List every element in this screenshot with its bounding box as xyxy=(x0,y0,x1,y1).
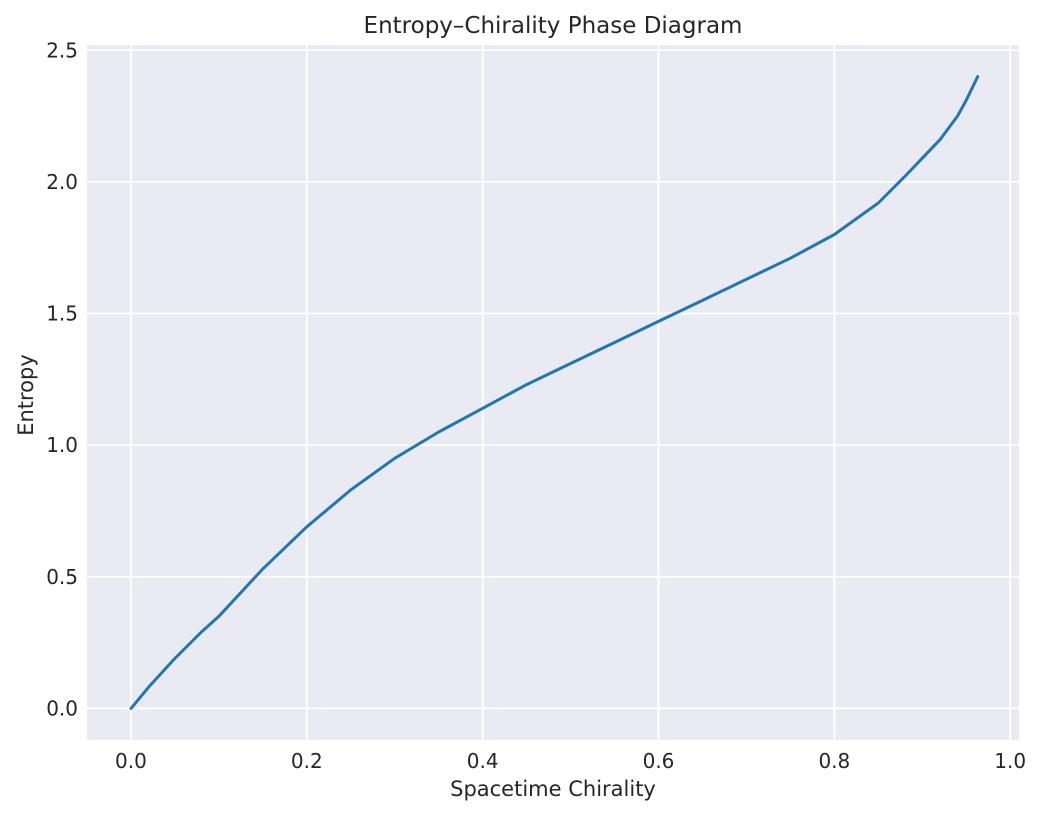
x-tick-label: 0.2 xyxy=(291,749,323,773)
chart-title: Entropy–Chirality Phase Diagram xyxy=(364,13,743,39)
x-gridlines xyxy=(130,45,1012,740)
y-tick-label: 0.0 xyxy=(46,696,78,720)
y-tick-label: 0.5 xyxy=(46,565,78,589)
y-gridlines xyxy=(87,49,1019,710)
y-tick-label: 1.5 xyxy=(46,302,78,326)
x-tick-labels: 0.0 0.2 0.4 0.6 0.8 1.0 xyxy=(115,749,1026,773)
x-tick-label: 0.4 xyxy=(467,749,499,773)
y-tick-label: 2.0 xyxy=(46,170,78,194)
series-layer xyxy=(129,75,980,710)
x-tick-label: 0.8 xyxy=(818,749,850,773)
y-tick-labels: 0.0 0.5 1.0 1.5 2.0 2.5 xyxy=(46,38,78,720)
series-line xyxy=(129,75,980,710)
x-tick-label: 1.0 xyxy=(994,749,1026,773)
x-axis-label: Spacetime Chirality xyxy=(450,777,656,801)
x-tick-label: 0.6 xyxy=(643,749,675,773)
y-tick-label: 2.5 xyxy=(46,38,78,62)
y-axis-label: Entropy xyxy=(14,354,38,436)
plot-area xyxy=(87,45,1019,740)
y-tick-label: 1.0 xyxy=(46,433,78,457)
x-tick-label: 0.0 xyxy=(115,749,147,773)
